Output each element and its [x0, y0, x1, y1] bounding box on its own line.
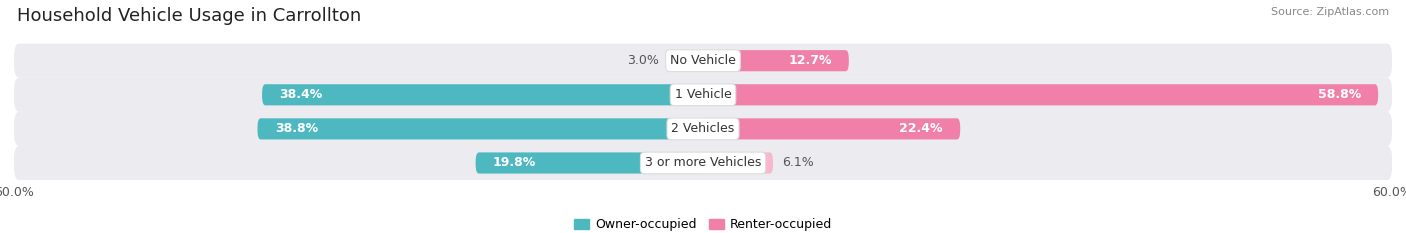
FancyBboxPatch shape [703, 50, 849, 71]
Text: 3.0%: 3.0% [627, 54, 659, 67]
Text: 19.8%: 19.8% [494, 157, 536, 169]
FancyBboxPatch shape [703, 118, 960, 140]
FancyBboxPatch shape [703, 84, 1378, 105]
Text: 2 Vehicles: 2 Vehicles [672, 122, 734, 135]
FancyBboxPatch shape [703, 152, 773, 174]
Text: Source: ZipAtlas.com: Source: ZipAtlas.com [1271, 7, 1389, 17]
FancyBboxPatch shape [14, 112, 1392, 146]
Text: Household Vehicle Usage in Carrollton: Household Vehicle Usage in Carrollton [17, 7, 361, 25]
FancyBboxPatch shape [669, 50, 703, 71]
Text: No Vehicle: No Vehicle [671, 54, 735, 67]
FancyBboxPatch shape [14, 78, 1392, 112]
Text: 1 Vehicle: 1 Vehicle [675, 88, 731, 101]
Text: 58.8%: 58.8% [1317, 88, 1361, 101]
FancyBboxPatch shape [475, 152, 703, 174]
FancyBboxPatch shape [262, 84, 703, 105]
FancyBboxPatch shape [14, 146, 1392, 180]
Text: 6.1%: 6.1% [782, 157, 814, 169]
Text: 38.4%: 38.4% [280, 88, 322, 101]
Text: 12.7%: 12.7% [789, 54, 831, 67]
Text: 38.8%: 38.8% [274, 122, 318, 135]
Legend: Owner-occupied, Renter-occupied: Owner-occupied, Renter-occupied [568, 213, 838, 233]
Text: 3 or more Vehicles: 3 or more Vehicles [645, 157, 761, 169]
Text: 22.4%: 22.4% [900, 122, 943, 135]
FancyBboxPatch shape [14, 44, 1392, 78]
FancyBboxPatch shape [257, 118, 703, 140]
